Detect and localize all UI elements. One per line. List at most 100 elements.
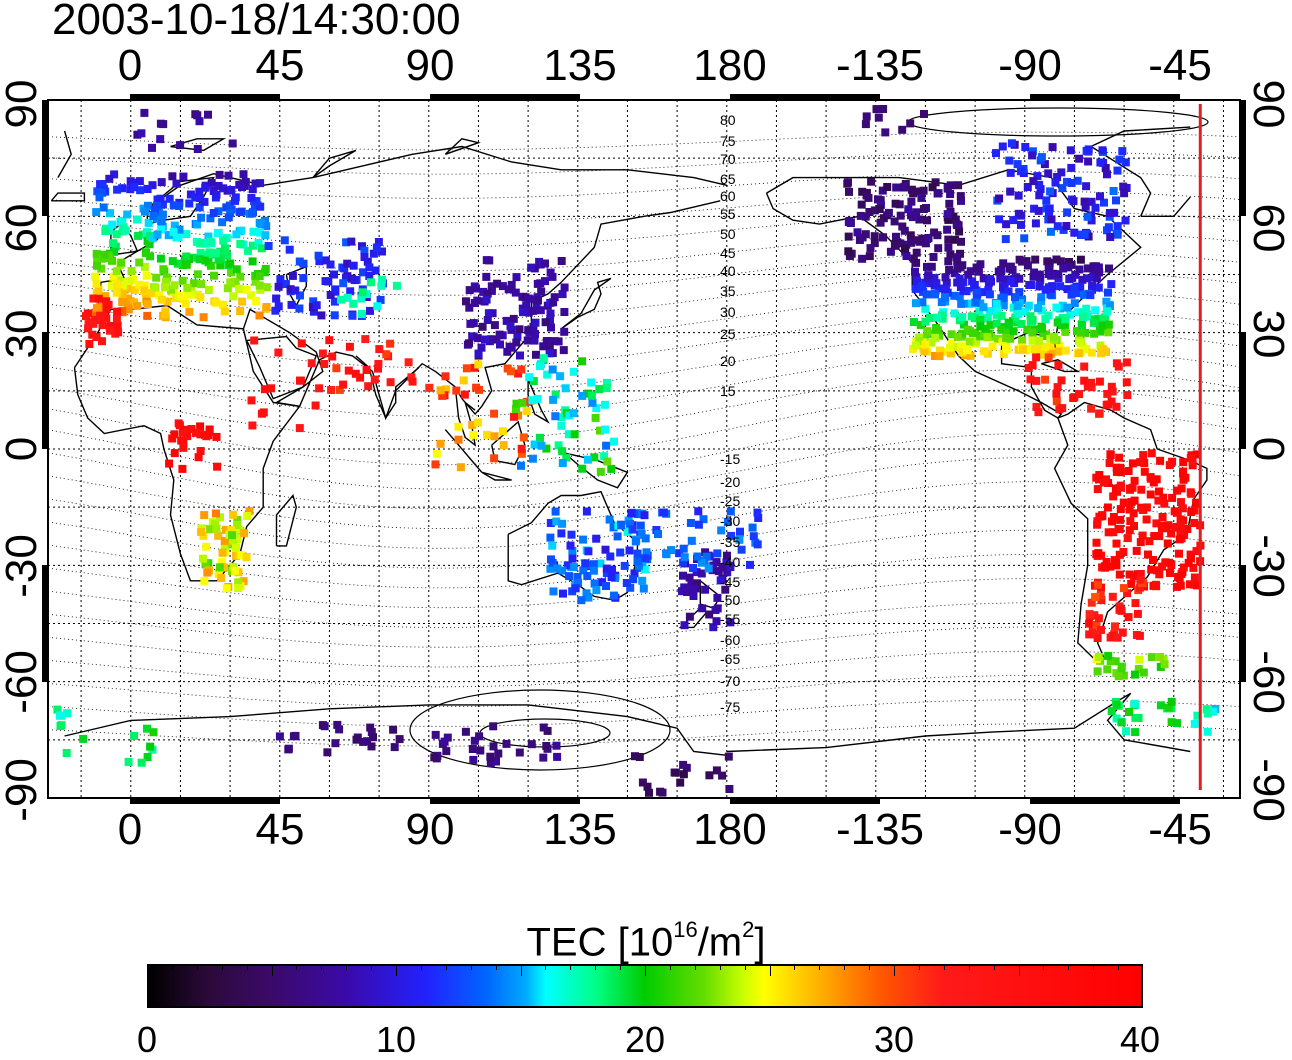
tec-cell — [440, 737, 449, 746]
tec-cell — [1087, 404, 1096, 413]
tec-cell — [583, 455, 592, 464]
tec-cell — [206, 237, 215, 246]
tec-cell — [237, 551, 246, 560]
tec-cell — [1090, 630, 1099, 639]
tec-cell — [927, 262, 936, 271]
tec-cell — [1076, 330, 1085, 339]
tec-cell — [153, 230, 162, 239]
tec-cell — [1112, 700, 1121, 709]
tec-cell — [262, 303, 271, 311]
tec-cell — [883, 183, 892, 191]
tec-cell — [1192, 498, 1201, 507]
tec-cell — [513, 332, 522, 341]
tec-cell — [135, 280, 144, 289]
tec-cell — [118, 307, 127, 316]
tec-cell — [461, 727, 470, 736]
tec-cell — [945, 343, 954, 352]
tec-cell — [1032, 402, 1041, 411]
tec-cell — [541, 277, 549, 286]
tec-cell — [917, 193, 926, 202]
tec-cell — [365, 272, 374, 280]
tec-cell — [923, 327, 932, 336]
tec-cell — [610, 437, 618, 446]
colorbar-minor-tick — [570, 964, 572, 970]
lon-tick-bottom: 135 — [543, 805, 617, 854]
tec-cell — [165, 459, 174, 468]
tec-cell — [1041, 342, 1049, 351]
tec-cell — [557, 421, 566, 430]
tec-cell — [1054, 360, 1063, 369]
tec-cell — [634, 561, 643, 570]
tec-cell — [1111, 657, 1120, 666]
tec-cell — [918, 298, 927, 307]
colorbar-minor-tick — [894, 964, 895, 976]
tec-cell — [196, 293, 205, 302]
tec-cell — [1079, 313, 1087, 322]
tec-cell — [1173, 486, 1182, 495]
tec-cell — [641, 534, 650, 543]
tec-cell — [1158, 513, 1167, 521]
tec-cell — [490, 321, 499, 330]
tec-cell — [366, 278, 375, 287]
tec-cell — [280, 236, 289, 245]
tec-cell — [546, 317, 554, 326]
tec-cell — [1076, 255, 1085, 264]
tec-cell — [176, 141, 185, 150]
tec-cell — [295, 304, 304, 313]
tec-cell — [561, 384, 570, 393]
tec-cell — [627, 509, 636, 518]
tec-cell — [499, 441, 508, 450]
tec-cell — [548, 272, 557, 281]
tec-cell — [927, 338, 936, 347]
tec-cell — [137, 129, 146, 138]
lat-tick-left: -60 — [0, 650, 46, 714]
tec-cell — [454, 422, 463, 431]
tec-cell — [1113, 166, 1122, 175]
tec-cell — [1028, 316, 1037, 324]
tec-cell — [1104, 223, 1113, 232]
magnetic-latitude-label: 80 — [720, 112, 736, 128]
tec-cell — [123, 210, 132, 219]
magnetic-latitude-labels: 8075706560555045403530252015-15-20-25-30… — [720, 112, 740, 715]
tec-cell — [1127, 579, 1136, 588]
tec-cell — [62, 749, 71, 757]
tec-cell — [1029, 272, 1038, 281]
tec-cell — [552, 517, 561, 526]
magnetic-latitude-label: -70 — [720, 673, 740, 689]
tec-cell — [476, 746, 485, 755]
tec-cell — [1108, 592, 1117, 601]
tec-cell — [1036, 350, 1045, 359]
colorbar-minor-tick — [993, 964, 995, 970]
tec-cell — [946, 349, 955, 358]
tec-cell — [1045, 207, 1053, 216]
tec-cell — [1098, 146, 1107, 155]
tec-cell — [459, 376, 468, 385]
tec-cell — [1170, 507, 1179, 516]
tec-cell — [92, 333, 101, 341]
tec-cell — [861, 212, 870, 221]
colorbar-minor-tick — [669, 964, 671, 970]
tec-cell — [583, 572, 592, 580]
tec-cell — [472, 284, 480, 293]
tec-cell — [297, 339, 306, 348]
tec-cell — [517, 461, 525, 470]
tec-cell — [944, 257, 953, 266]
tec-cell — [1094, 283, 1103, 292]
tec-cell — [404, 358, 413, 367]
tec-cell — [856, 211, 865, 220]
tec-cell — [1108, 387, 1117, 396]
coastline — [527, 378, 550, 424]
tec-cell — [1095, 409, 1104, 418]
tec-cell — [1037, 153, 1046, 162]
tec-cell — [468, 745, 477, 753]
tec-cell — [1168, 493, 1177, 502]
tec-cell — [237, 226, 246, 235]
tec-cell — [603, 378, 611, 387]
coastline — [560, 277, 612, 330]
tec-cell — [1192, 547, 1201, 556]
tec-cell — [1069, 197, 1078, 206]
tec-cell — [339, 279, 348, 288]
tec-cell — [1047, 215, 1056, 224]
tec-cell — [157, 295, 166, 304]
tec-cell — [563, 561, 572, 570]
